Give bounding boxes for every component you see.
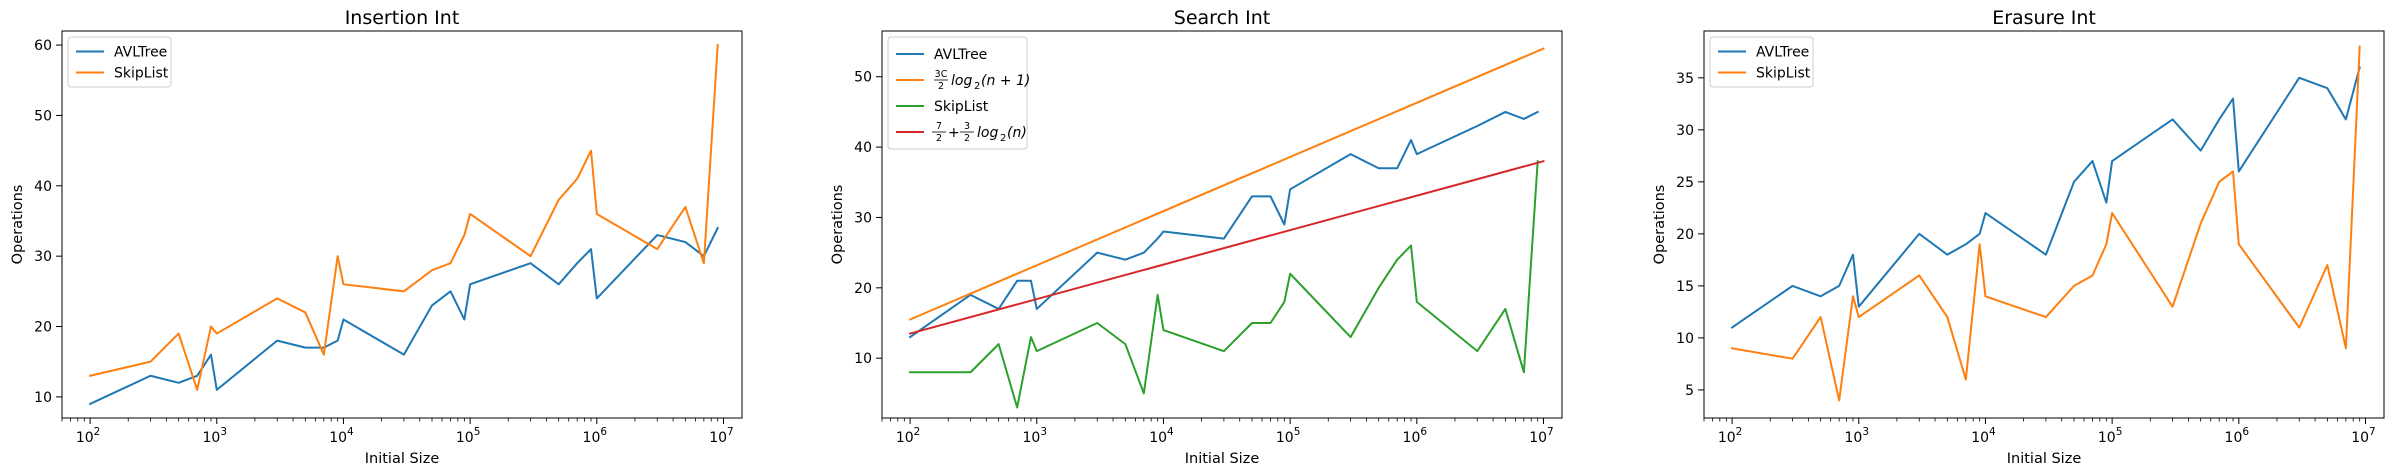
legend-box — [887, 36, 1028, 150]
legend-label-part: log — [977, 125, 998, 141]
y-axis-label: Operations — [10, 185, 26, 265]
y-tick-label: 15 — [1676, 279, 1694, 295]
legend-label: 72 +32 log 2 (n) — [932, 121, 1027, 144]
legend-label-part: 2 — [1000, 133, 1006, 144]
legend-label: AVLTree — [1756, 45, 1809, 61]
y-tick-label: 20 — [1676, 227, 1694, 243]
y-tick-label: 40 — [854, 140, 872, 156]
x-tick-label: 102 — [896, 426, 921, 446]
x-axis-label: Initial Size — [1185, 451, 1260, 467]
legend-label-part: 2 — [974, 81, 980, 92]
x-axis-label: Initial Size — [365, 451, 440, 467]
legend: AVLTree SkipList — [1709, 36, 1814, 88]
x-tick-label: 104 — [1149, 426, 1174, 446]
x-tick-label: 107 — [709, 426, 734, 446]
x-minor-ticks — [881, 418, 1539, 422]
plot-frame — [1703, 30, 2385, 419]
plot-frame — [61, 30, 743, 419]
y-tick-label: 50 — [34, 108, 52, 124]
chart-title: Insertion Int — [345, 7, 460, 29]
legend-label: SkipList — [934, 99, 989, 115]
x-tick-label: 103 — [1023, 426, 1048, 446]
y-tick-label: 5 — [1685, 383, 1694, 399]
legend-label-part: (n + 1) — [981, 73, 1030, 89]
legend-label: SkipList — [1756, 66, 1811, 82]
chart-title: Erasure Int — [1992, 7, 2096, 29]
x-tick-label: 107 — [2351, 426, 2376, 446]
x-axis-label: Initial Size — [2007, 451, 2082, 467]
x-tick-label: 105 — [1276, 426, 1301, 446]
legend-label: AVLTree — [934, 47, 987, 63]
x-minor-ticks — [1703, 418, 2361, 422]
y-tick-label: 40 — [34, 179, 52, 195]
legend-box — [1709, 36, 1814, 88]
y-tick-label: 20 — [854, 281, 872, 297]
series-line-1 — [908, 110, 1540, 339]
legend-label-part: (n) — [1007, 125, 1027, 141]
y-tick-label: 30 — [1676, 123, 1694, 139]
y-axis-label: Operations — [1652, 185, 1668, 265]
x-tick-label: 103 — [1845, 426, 1870, 446]
series-line-2 — [88, 44, 719, 391]
x-tick-label: 105 — [456, 426, 481, 446]
x-tick-label: 103 — [203, 426, 228, 446]
x-tick-label: 105 — [2098, 426, 2123, 446]
y-tick-label: 60 — [34, 38, 52, 54]
chart-3: 102 103 104 105 106 107 5 10 15 20 25 30 35 Erasure I… — [1652, 7, 2385, 467]
x-tick-label: 106 — [583, 426, 608, 446]
y-tick-label: 10 — [1676, 331, 1694, 347]
series-line-1 — [88, 226, 720, 406]
x-tick-label: 104 — [329, 426, 354, 446]
chart-2: 102 103 104 105 106 107 10 20 30 40 50 Search Int In… — [830, 7, 1563, 467]
legend-label: AVLTree — [114, 45, 167, 61]
x-minor-ticks — [61, 418, 719, 422]
series-line-1 — [1730, 66, 2361, 329]
plot-frame — [881, 30, 1563, 419]
y-tick-label: 25 — [1676, 175, 1694, 191]
series-line-3 — [909, 160, 1539, 409]
series-line-4 — [908, 159, 1545, 335]
chart-1: 102 103 104 105 106 107 10 20 30 40 50 60 Insertion … — [10, 7, 743, 467]
y-tick-label: 10 — [34, 390, 52, 406]
y-tick-label: 50 — [854, 70, 872, 86]
x-tick-label: 102 — [1718, 426, 1743, 446]
y-tick-label: 35 — [1676, 71, 1694, 87]
legend-label: 3C2 log 2 (n + 1) — [934, 69, 1030, 92]
legend: AVLTree SkipList — [67, 36, 172, 88]
x-tick-label: 102 — [76, 426, 101, 446]
legend-label-part: log — [951, 73, 972, 89]
y-axis-label: Operations — [830, 185, 846, 265]
x-tick-label: 106 — [1403, 426, 1428, 446]
x-tick-label: 106 — [2225, 426, 2250, 446]
legend-label: SkipList — [114, 66, 169, 82]
chart-title: Search Int — [1174, 7, 1270, 29]
x-tick-label: 107 — [1529, 426, 1554, 446]
y-tick-label: 30 — [854, 210, 872, 226]
series-line-2 — [908, 47, 1545, 321]
y-tick-label: 20 — [34, 320, 52, 336]
x-tick-label: 104 — [1971, 426, 1996, 446]
y-tick-label: 30 — [34, 249, 52, 265]
legend-label-part: + — [948, 125, 960, 141]
legend-label-part: 3C — [935, 69, 948, 80]
legend-label-part: 2 — [936, 133, 942, 144]
legend-label-part: 2 — [938, 81, 944, 92]
legend-label-part: 2 — [964, 133, 970, 144]
legend-label-part: 3 — [964, 121, 970, 132]
series-line-2 — [1730, 45, 2361, 402]
legend-box — [67, 36, 172, 88]
legend-label-part: 7 — [936, 121, 942, 132]
y-tick-label: 10 — [854, 351, 872, 367]
